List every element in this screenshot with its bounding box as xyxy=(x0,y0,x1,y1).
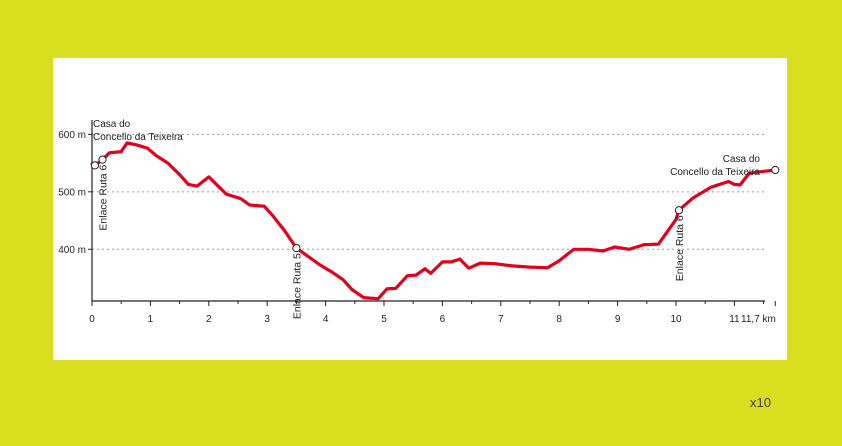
waypoint-marker xyxy=(292,244,301,253)
axes xyxy=(91,120,765,302)
end-label-line1: Casa do xyxy=(723,154,761,165)
x-tick-label: 7 xyxy=(498,314,504,325)
waypoints: Enlace Ruta 6 Enlace Ruta 5 Enlace Ruta 6 xyxy=(90,155,780,319)
start-label-line1: Casa do xyxy=(93,119,131,130)
x-ticks: 0 1 2 3 4 5 6 7 8 9 10 11 xyxy=(89,301,776,325)
waypoint-marker xyxy=(90,161,100,170)
scale-note: x10 xyxy=(750,395,771,410)
x-tick-label: 3 xyxy=(264,314,270,325)
x-tick-label: 1 xyxy=(148,314,154,325)
elevation-chart: 400 m 500 m 600 m 0 1 2 3 4 5 6 7 8 9 10 11 11,7 km E… xyxy=(58,119,780,325)
x-unit-label: 11,7 km xyxy=(741,314,776,325)
waypoint-marker xyxy=(771,165,780,175)
waypoint-marker xyxy=(98,155,107,164)
x-tick-label: 10 xyxy=(670,314,682,325)
y-tick-label: 600 m xyxy=(58,130,86,141)
end-label-line2: Concello da Teixeira xyxy=(670,167,760,178)
y-ticks: 400 m 500 m 600 m xyxy=(58,130,92,256)
x-tick-label: 8 xyxy=(556,314,562,325)
grid-lines xyxy=(92,133,765,250)
elevation-line xyxy=(90,141,777,301)
y-tick-label: 400 m xyxy=(58,245,86,256)
x-tick-label: 9 xyxy=(615,314,621,325)
start-label-line2: Concello da Teixeira xyxy=(93,132,183,143)
waypoint-label: Enlace Ruta 6 xyxy=(674,215,686,281)
x-tick-label: 4 xyxy=(323,314,329,325)
y-tick-label: 500 m xyxy=(58,187,86,198)
waypoint-label: Enlace Ruta 6 xyxy=(98,164,110,230)
waypoint-label: Enlace Ruta 5 xyxy=(291,253,303,319)
x-tick-label: 2 xyxy=(206,314,212,325)
elevation-profile-card: 400 m 500 m 600 m 0 1 2 3 4 5 6 7 8 9 10 11 11,7 km E… xyxy=(53,58,787,360)
x-tick-label: 0 xyxy=(89,314,95,325)
x-tick-label: 5 xyxy=(381,314,387,325)
x-tick-label: 11 xyxy=(729,314,740,325)
waypoint-marker xyxy=(674,206,684,215)
x-tick-label: 6 xyxy=(440,314,446,325)
